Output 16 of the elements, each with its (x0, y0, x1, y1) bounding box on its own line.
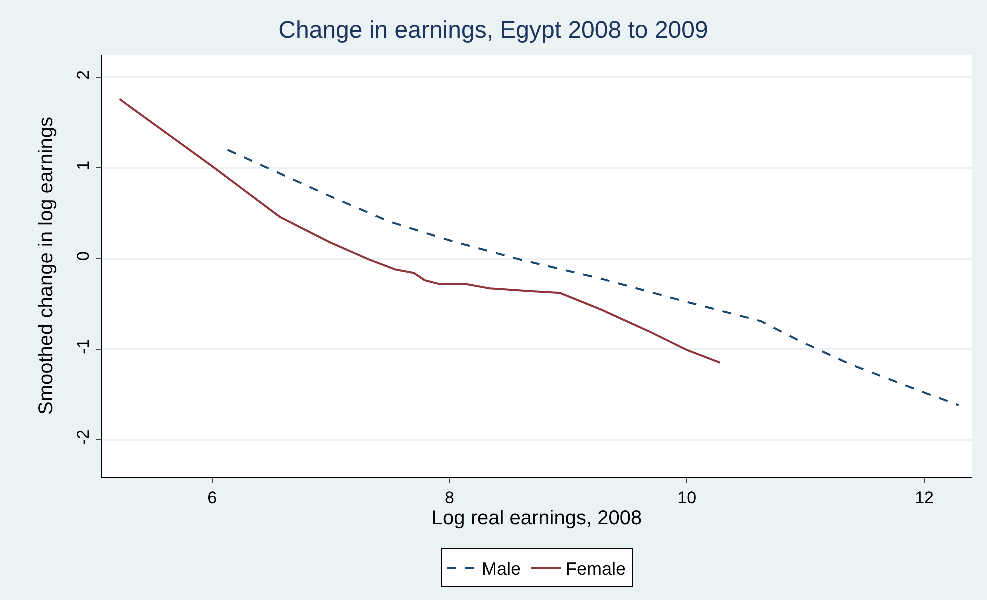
x-tick-label: 12 (915, 488, 934, 508)
y-tick-label: 2 (74, 70, 94, 80)
legend-label: Male (482, 558, 522, 579)
y-tick-label: 1 (74, 160, 94, 170)
y-tick-label: -2 (74, 430, 94, 445)
y-tick-label: -1 (74, 339, 94, 354)
x-axis-title: Log real earnings, 2008 (432, 507, 642, 530)
line-series (226, 149, 960, 406)
y-axis-title: Smoothed change in log earnings (36, 117, 58, 415)
y-tick-label: 0 (74, 251, 94, 261)
x-tick-label: 10 (678, 488, 697, 508)
legend-label: Female (566, 558, 626, 579)
x-tick-label: 8 (445, 488, 454, 508)
chart-title: Change in earnings, Egypt 2008 to 2009 (278, 16, 708, 44)
line-series (118, 98, 722, 364)
x-tick-label: 6 (208, 488, 218, 508)
